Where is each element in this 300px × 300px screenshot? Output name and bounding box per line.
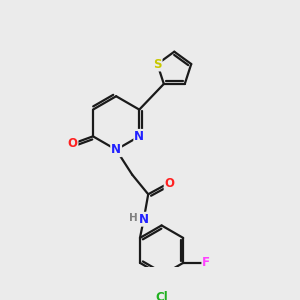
- Text: H: H: [129, 213, 137, 223]
- Text: N: N: [111, 143, 121, 156]
- Text: S: S: [153, 58, 162, 70]
- Text: N: N: [134, 130, 144, 143]
- Text: Cl: Cl: [155, 291, 168, 300]
- Text: O: O: [68, 137, 77, 150]
- Text: O: O: [165, 177, 175, 190]
- Text: F: F: [202, 256, 210, 269]
- Text: N: N: [139, 213, 149, 226]
